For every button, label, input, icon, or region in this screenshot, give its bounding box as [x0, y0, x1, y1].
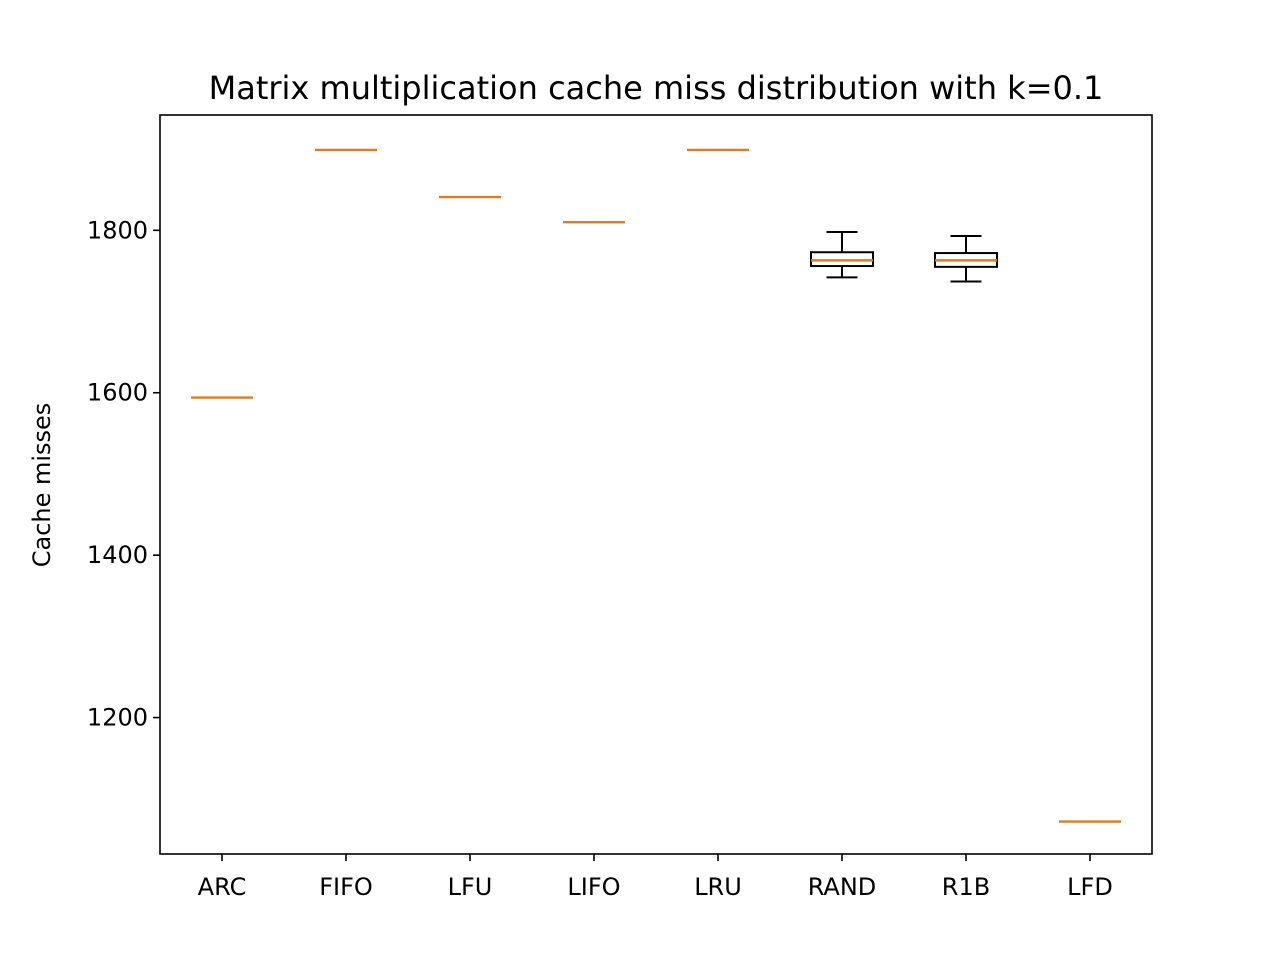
x-tick-label: LIFO [567, 873, 620, 901]
x-tick-label: RAND [808, 873, 877, 901]
y-tick-label: 1600 [87, 379, 148, 407]
x-tick-label: FIFO [319, 873, 373, 901]
iqr-box [810, 251, 874, 268]
axes-frame [159, 114, 1153, 855]
box-rand [810, 230, 874, 279]
y-tick-label: 1800 [87, 216, 148, 244]
x-axis-ticks: ARC FIFO LFU LIFO LRU RAND R1B LFD [198, 854, 1113, 901]
y-tick-label: 1200 [87, 704, 148, 732]
x-tick-label: R1B [942, 873, 990, 901]
x-tick-label: ARC [198, 873, 247, 901]
y-axis-ticks: 1200 1400 1600 1800 [87, 216, 160, 732]
y-tick-label: 1400 [87, 541, 148, 569]
x-tick-label: LFD [1067, 873, 1113, 901]
x-tick-label: LFU [448, 873, 493, 901]
chart-title: Matrix multiplication cache miss distrib… [209, 69, 1104, 107]
plot-area [191, 148, 1121, 823]
box-r1b [934, 235, 998, 283]
y-axis-label: Cache misses [28, 403, 56, 568]
x-tick-label: LRU [694, 873, 742, 901]
